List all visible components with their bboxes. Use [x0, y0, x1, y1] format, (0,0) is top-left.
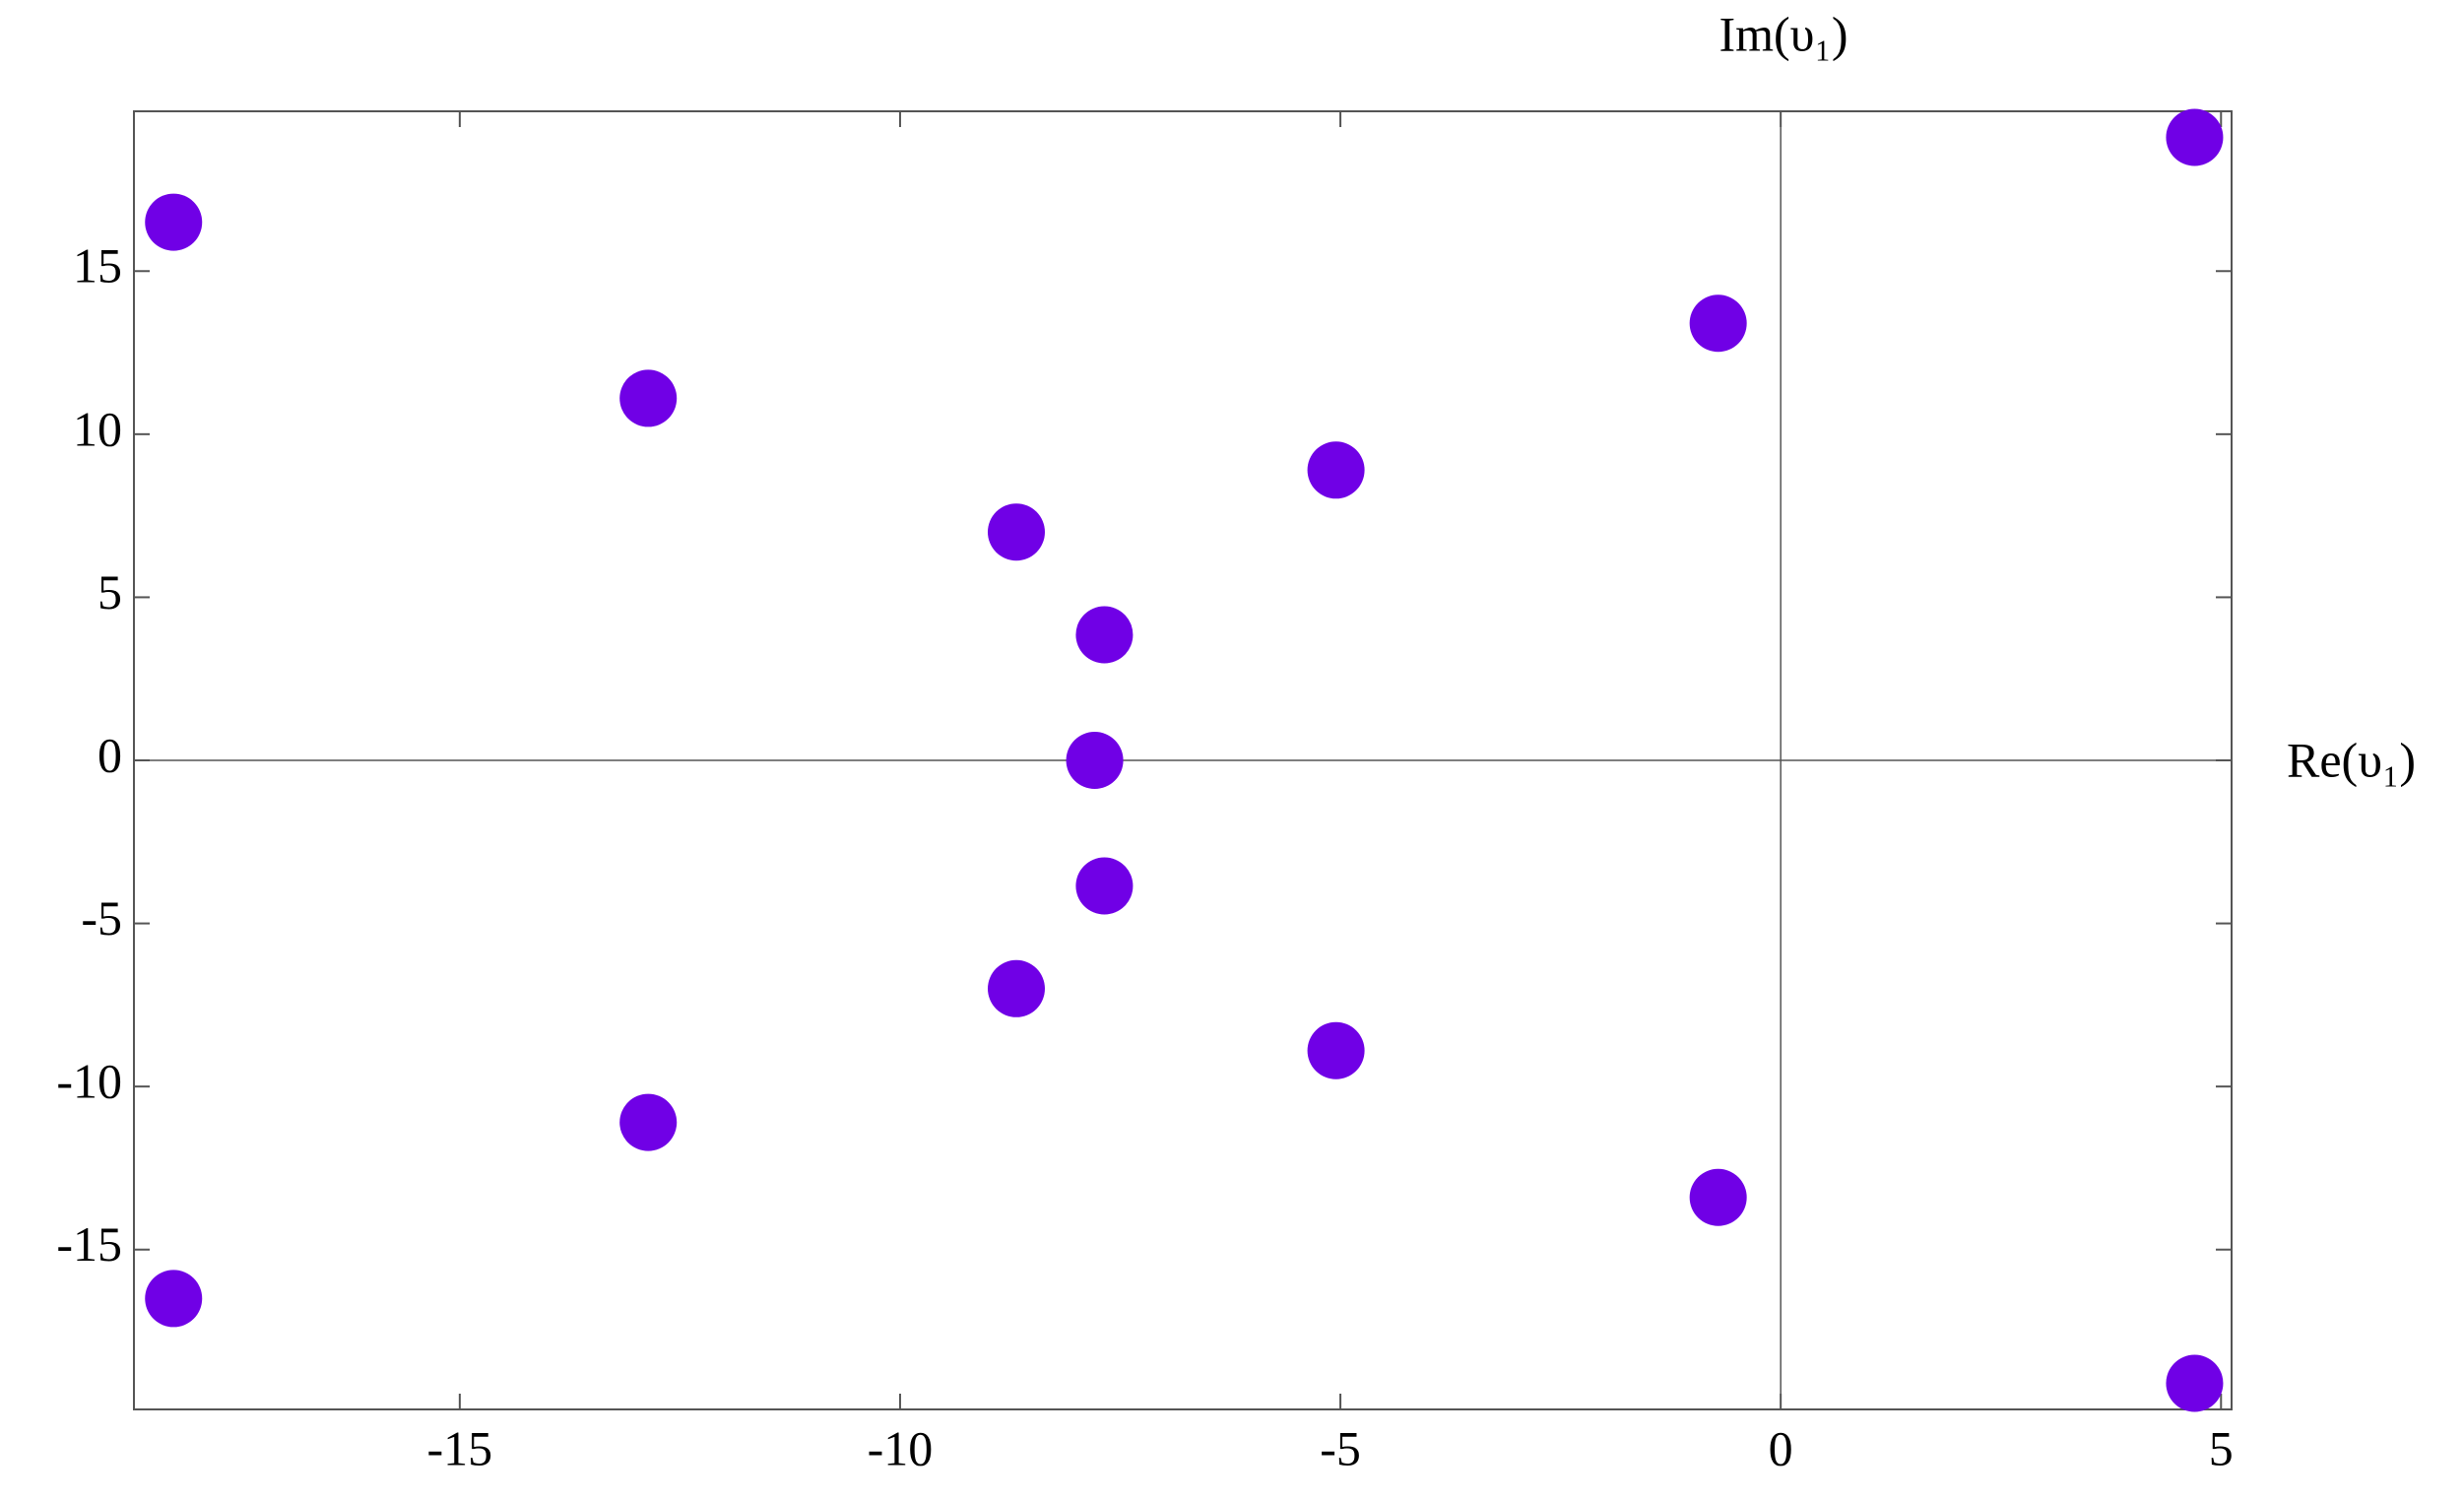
y-tick-label: 10	[73, 401, 122, 456]
y-tick-label: 0	[97, 727, 122, 782]
y-tick-label: -15	[56, 1216, 122, 1272]
y-axis-label: Im(υ₁)	[1718, 6, 1848, 61]
y-tick-label: -5	[81, 890, 122, 946]
y-tick-label: -10	[56, 1054, 122, 1109]
x-tick-label: 0	[1769, 1420, 1793, 1475]
point	[1075, 857, 1134, 915]
point	[1075, 606, 1134, 664]
x-tick-label: -10	[868, 1420, 934, 1475]
y-tick-label: 5	[97, 564, 122, 620]
point	[619, 1093, 678, 1151]
point	[1689, 294, 1747, 353]
x-axis-label: Re(υ₁)	[2287, 732, 2416, 787]
y-tick-label: 15	[73, 238, 122, 294]
point	[145, 1270, 203, 1328]
point	[145, 193, 203, 251]
point	[2166, 108, 2224, 166]
x-tick-label: -5	[1320, 1420, 1361, 1475]
point	[987, 959, 1045, 1017]
point	[1307, 441, 1365, 499]
point	[987, 503, 1045, 561]
point	[1307, 1021, 1365, 1079]
x-tick-label: 5	[2209, 1420, 2234, 1475]
point	[619, 369, 678, 427]
point	[1689, 1168, 1747, 1226]
point	[2166, 1354, 2224, 1412]
x-tick-label: -15	[427, 1420, 493, 1475]
point	[1066, 732, 1124, 789]
